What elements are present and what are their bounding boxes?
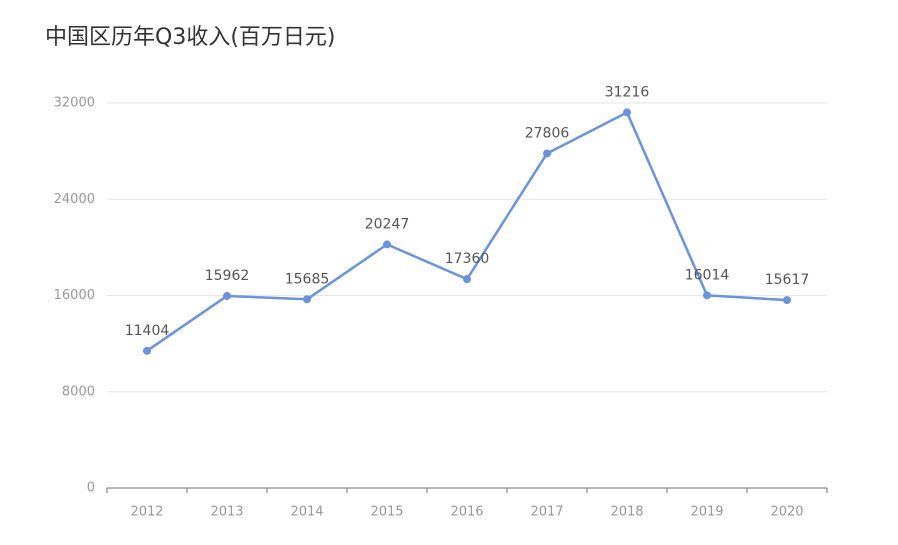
x-tick-label: 2016: [450, 505, 483, 520]
x-tick-label: 2015: [370, 505, 403, 520]
data-label: 15962: [205, 268, 250, 284]
point: [383, 240, 391, 249]
x-tick-label: 2014: [290, 505, 323, 520]
x-tick-label: 2019: [690, 505, 723, 520]
x-tick-label: 2017: [530, 505, 563, 520]
x-tick-label: 2012: [130, 505, 163, 520]
y-tick-label: 0: [87, 481, 95, 496]
x-tick-label: 2018: [610, 505, 643, 520]
y-tick-label: 16000: [54, 288, 95, 303]
data-label: 15685: [285, 271, 330, 287]
data-label: 20247: [365, 216, 410, 232]
point: [783, 296, 791, 305]
data-label: 16014: [685, 267, 730, 283]
y-tick-label: 32000: [54, 96, 95, 111]
y-tick-label: 8000: [62, 384, 95, 399]
point: [143, 346, 151, 355]
x-tick-label: 2020: [770, 505, 803, 520]
data-label: 17360: [445, 251, 490, 267]
y-tick-label: 24000: [54, 192, 95, 207]
point: [223, 291, 231, 300]
point: [543, 149, 551, 158]
data-label: 31216: [605, 84, 650, 100]
point: [303, 295, 311, 304]
data-label: 11404: [125, 323, 170, 339]
data-label: 27806: [525, 125, 570, 141]
x-tick-label: 2013: [210, 505, 243, 520]
data-label: 15617: [765, 272, 810, 288]
chart-title: 中国区历年Q3收入(百万日元): [45, 25, 335, 50]
point: [463, 275, 471, 284]
point: [703, 291, 711, 300]
point: [623, 108, 631, 117]
